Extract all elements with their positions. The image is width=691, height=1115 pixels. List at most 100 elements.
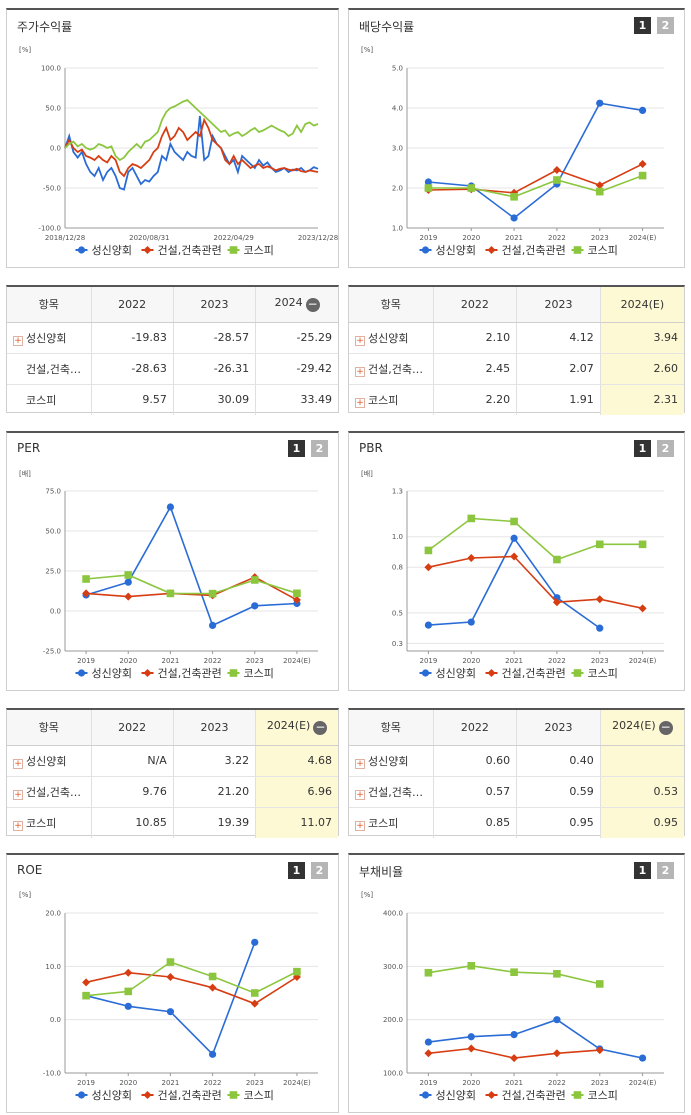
row-name: 코스피 bbox=[26, 393, 57, 407]
table-cell: -26.31 bbox=[172, 353, 256, 385]
x-tick-label: 2020 bbox=[462, 234, 480, 242]
data-point bbox=[166, 1008, 175, 1016]
table-row: 건설,건축… -28.63 -26.31 -29.42 bbox=[7, 353, 338, 385]
page-2-button[interactable]: 2 bbox=[311, 440, 328, 457]
x-tick-label: 2024(E) bbox=[629, 1079, 657, 1087]
expand-icon[interactable]: + bbox=[355, 789, 365, 800]
page-2-button[interactable]: 2 bbox=[311, 862, 328, 879]
data-point bbox=[596, 99, 604, 107]
stock-return-table-panel: 항목 2022 2023 2024− + 성신양회 -19.83 -28.57 -… bbox=[6, 285, 339, 415]
page-2-button[interactable]: 2 bbox=[657, 440, 674, 457]
data-point bbox=[229, 669, 238, 677]
y-tick-label: 1.0 bbox=[392, 225, 403, 233]
expand-icon[interactable]: + bbox=[355, 820, 365, 831]
page-1-button[interactable]: 1 bbox=[634, 17, 651, 34]
table-cell: 0.57 bbox=[432, 776, 517, 808]
y-tick-label: 0.5 bbox=[392, 609, 403, 617]
dividend-table: 항목 2022 2023 2024(E) + 성신양회 2.10 4.12 3.9… bbox=[349, 287, 684, 415]
data-point bbox=[82, 589, 91, 598]
x-tick-label: 2021 bbox=[162, 1079, 180, 1087]
data-point bbox=[553, 970, 561, 978]
panel-title: PBR bbox=[359, 441, 383, 455]
data-point bbox=[553, 176, 561, 184]
table-cell: 2.20 bbox=[432, 384, 517, 415]
panel-title: PER bbox=[17, 441, 41, 455]
row-label: + 건설,건축… bbox=[349, 776, 433, 808]
data-point bbox=[143, 669, 152, 677]
page-1-button[interactable]: 1 bbox=[634, 862, 651, 879]
page-1-button[interactable]: 1 bbox=[288, 440, 305, 457]
legend-label: 코스피 bbox=[244, 244, 274, 257]
legend-label: 코스피 bbox=[588, 1089, 618, 1102]
data-point bbox=[552, 598, 561, 607]
data-point bbox=[487, 669, 496, 677]
data-point bbox=[424, 546, 433, 555]
page-2-button[interactable]: 2 bbox=[657, 862, 674, 879]
expand-icon[interactable]: + bbox=[13, 789, 23, 800]
column-header: 2024(E) bbox=[599, 287, 684, 323]
collapse-icon[interactable]: − bbox=[658, 720, 673, 736]
x-tick-label: 2023 bbox=[591, 234, 609, 242]
series-line bbox=[85, 971, 298, 1005]
expand-icon[interactable]: + bbox=[355, 335, 365, 346]
x-tick-label: 2021 bbox=[505, 234, 523, 242]
y-tick-label: 0.8 bbox=[392, 564, 403, 572]
expand-icon[interactable]: + bbox=[13, 820, 23, 831]
row-name: 코스피 bbox=[26, 816, 57, 830]
x-tick-label: 2022 bbox=[548, 1079, 566, 1087]
expand-icon[interactable]: + bbox=[355, 366, 365, 377]
expand-icon[interactable]: + bbox=[13, 335, 23, 346]
data-point bbox=[638, 604, 647, 613]
row-label: + 코스피 bbox=[349, 384, 433, 415]
pager: 1 2 bbox=[634, 862, 674, 879]
data-point bbox=[424, 184, 433, 192]
table-cell: 2.07 bbox=[516, 353, 601, 385]
data-point bbox=[143, 246, 152, 254]
debt-chart-panel: 부채비율 1 2 [%] 400.0 300.0 200.0 100.0 2019 202… bbox=[348, 853, 685, 1113]
page-2-button[interactable]: 2 bbox=[657, 17, 674, 34]
pager: 1 2 bbox=[288, 862, 328, 879]
data-point bbox=[552, 1049, 561, 1058]
table-cell: 11.07 bbox=[255, 807, 338, 838]
pbr-chart-panel: PBR 1 2 [배] 1.3 1.0 0.8 0.5 0.3 2019 2020 2021 2… bbox=[348, 431, 685, 691]
y-tick-label: 300.0 bbox=[383, 963, 403, 971]
row-label: + 성신양회 bbox=[7, 745, 91, 777]
data-point bbox=[124, 578, 132, 586]
data-point bbox=[229, 246, 238, 254]
x-tick-label: 2024(E) bbox=[629, 657, 657, 665]
row-name: 건설,건축… bbox=[368, 785, 423, 799]
data-point bbox=[250, 576, 259, 584]
data-point bbox=[208, 983, 217, 992]
roe-chart: 20.0 10.0 0.0 -10.0 2019 2020 2021 2022 2023 2024… bbox=[43, 910, 318, 1102]
legend-label: 성신양회 bbox=[92, 244, 132, 257]
pbr-table: 항목 2022 2023 2024(E) − + 성신양회 0.60 0.40 + 건… bbox=[349, 710, 684, 838]
collapse-icon[interactable]: − bbox=[305, 297, 320, 313]
data-point bbox=[553, 555, 561, 564]
data-point bbox=[124, 987, 133, 996]
data-point bbox=[595, 540, 604, 549]
collapse-icon[interactable]: − bbox=[313, 720, 328, 736]
column-header: 항목 bbox=[349, 287, 433, 323]
page-1-button[interactable]: 1 bbox=[288, 862, 305, 879]
table-cell: 6.96 bbox=[255, 776, 338, 808]
row-name: 성신양회 bbox=[26, 754, 67, 768]
y-tick-label: 1.3 bbox=[392, 488, 403, 496]
y-tick-label: 100.0 bbox=[383, 1070, 403, 1078]
data-point bbox=[595, 980, 604, 988]
series-line bbox=[428, 555, 643, 610]
expand-icon[interactable]: + bbox=[13, 758, 23, 769]
y-tick-label: 200.0 bbox=[383, 1016, 403, 1024]
data-point bbox=[595, 595, 604, 604]
page-1-button[interactable]: 1 bbox=[634, 440, 651, 457]
x-tick-label: 2020 bbox=[462, 1079, 480, 1087]
data-point bbox=[421, 669, 430, 677]
data-point bbox=[421, 246, 430, 254]
expand-icon[interactable]: + bbox=[355, 758, 365, 769]
per-chart: 75.0 50.0 25.0 0.0 -25.0 2019 2020 2021 2022 2023… bbox=[43, 488, 318, 680]
pager: 1 2 bbox=[634, 17, 674, 34]
data-point bbox=[82, 978, 91, 987]
series-line bbox=[428, 174, 643, 198]
table-cell: 30.09 bbox=[172, 384, 256, 415]
panel-title: 부채비율 bbox=[359, 865, 404, 879]
expand-icon[interactable]: + bbox=[355, 397, 365, 408]
